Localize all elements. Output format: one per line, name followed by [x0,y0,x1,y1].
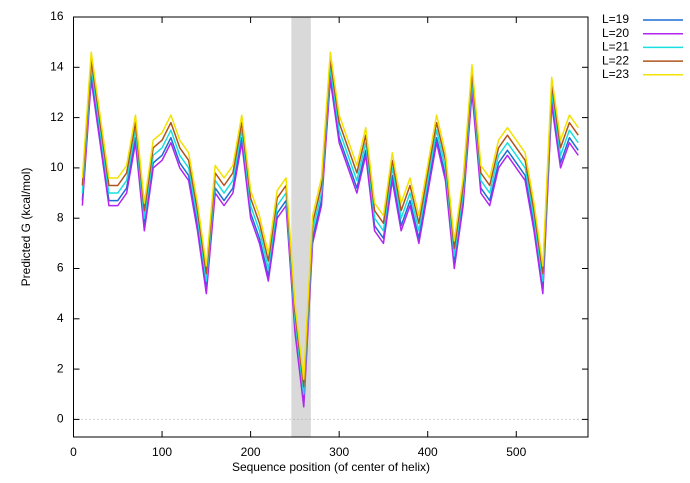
y-tick-label: 8 [57,210,64,224]
series-line [81,79,579,408]
x-tick-label: 0 [70,445,77,459]
legend-label: L=23 [602,67,629,81]
y-tick-label: 12 [50,110,64,124]
y-tick-label: 16 [50,9,64,23]
series-line [81,66,579,395]
x-tick-label: 100 [152,445,172,459]
y-tick-label: 4 [57,311,64,325]
legend-label: L=22 [602,53,629,67]
legend-label: L=19 [602,12,629,26]
x-tick-label: 300 [329,445,349,459]
legend-label: L=21 [602,40,629,54]
y-tick-label: 6 [57,261,64,275]
legend-label: L=20 [602,26,629,40]
y-tick-label: 14 [50,59,64,73]
series-line [81,59,579,388]
series-line [81,74,579,403]
x-tick-label: 200 [241,445,261,459]
plot-frame [73,16,589,438]
y-tick-label: 10 [50,160,64,174]
x-axis-label: Sequence position (of center of helix) [232,460,430,474]
x-tick-label: 400 [418,445,438,459]
y-tick-label: 0 [57,412,64,426]
x-tick-label: 500 [506,445,526,459]
series-line [81,51,579,380]
y-axis-label: Predicted G (kcal/mol) [19,168,33,287]
y-tick-label: 2 [57,361,64,375]
